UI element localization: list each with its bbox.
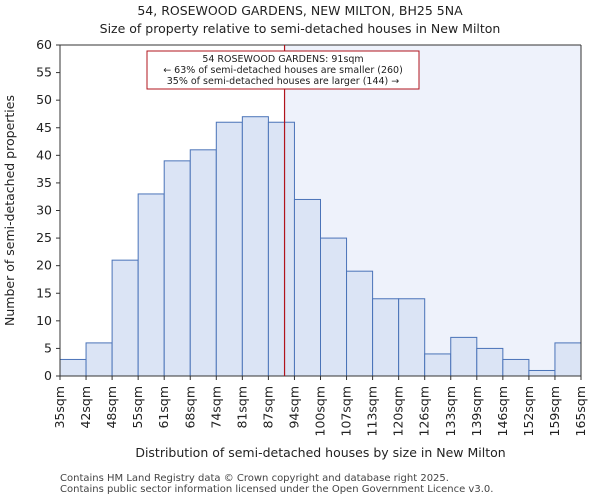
histogram-bar [554,342,582,377]
footer-copyright: Contains HM Land Registry data © Crown c… [60,473,449,484]
histogram-bar [215,121,243,377]
histogram-bar [59,358,87,377]
y-tick-label: 35 [36,175,52,190]
y-tick-label: 40 [36,147,52,162]
x-tick-label: 152sqm [521,386,536,436]
annotation-box [146,50,420,90]
y-tick-label: 10 [36,313,52,328]
histogram-bar [398,298,426,377]
x-tick-label: 94sqm [286,386,301,429]
annotation-line3: 35% of semi-detached houses are larger (… [167,76,400,87]
histogram-bar [320,237,348,377]
chart-title-line1: 54, ROSEWOOD GARDENS, NEW MILTON, BH25 5… [137,3,463,18]
histogram-bar [346,270,374,377]
histogram-bar [424,353,452,377]
histogram-bar [111,259,139,377]
x-tick-label: 159sqm [547,386,562,436]
x-tick-label: 139sqm [469,386,484,436]
chart-title-line2: Size of property relative to semi-detach… [99,21,501,36]
histogram-bar [85,342,113,377]
y-tick-label: 55 [36,65,52,80]
y-tick-label: 50 [36,92,52,107]
y-tick-label: 60 [36,37,52,52]
x-tick-label: 146sqm [495,386,510,436]
x-tick-label: 74sqm [208,386,223,429]
y-tick-label: 15 [36,285,52,300]
x-tick-label: 68sqm [182,386,197,429]
x-tick-label: 100sqm [313,386,328,436]
x-tick-label: 113sqm [365,386,380,436]
x-tick-label: 35sqm [52,386,67,429]
histogram-bar [372,298,400,377]
y-axis-label: Number of semi-detached properties [2,95,17,326]
y-tick-label: 25 [36,230,52,245]
annotation-line1: 54 ROSEWOOD GARDENS: 91sqm [202,54,363,65]
histogram-bar [476,347,504,377]
x-tick-label: 107sqm [339,386,354,436]
x-tick-label: 165sqm [573,386,588,436]
x-tick-label: 81sqm [234,386,249,429]
histogram-bar [189,149,217,377]
histogram-bar [137,193,165,377]
x-axis-label: Distribution of semi-detached houses by … [135,445,505,460]
histogram-bar [450,336,478,377]
histogram-bar [528,369,556,377]
x-tick-label: 120sqm [391,386,406,436]
y-tick-label: 0 [44,368,52,383]
y-tick-label: 20 [36,258,52,273]
annotation-line2: ← 63% of semi-detached houses are smalle… [163,65,403,76]
histogram-bar [241,116,269,377]
y-tick-label: 5 [44,340,52,355]
x-tick-label: 55sqm [130,386,145,429]
x-tick-label: 61sqm [156,386,171,429]
footer-licence: Contains public sector information licen… [60,484,494,495]
x-tick-label: 126sqm [417,386,432,436]
y-tick-label: 30 [36,203,52,218]
y-tick-label: 45 [36,120,52,135]
x-tick-label: 42sqm [78,386,93,429]
x-tick-label: 133sqm [443,386,458,436]
histogram-bar [163,160,191,377]
histogram-bar [267,121,295,377]
histogram-bar [502,358,530,377]
x-tick-label: 48sqm [104,386,119,429]
histogram-bar [293,198,322,377]
x-tick-label: 87sqm [260,386,275,429]
